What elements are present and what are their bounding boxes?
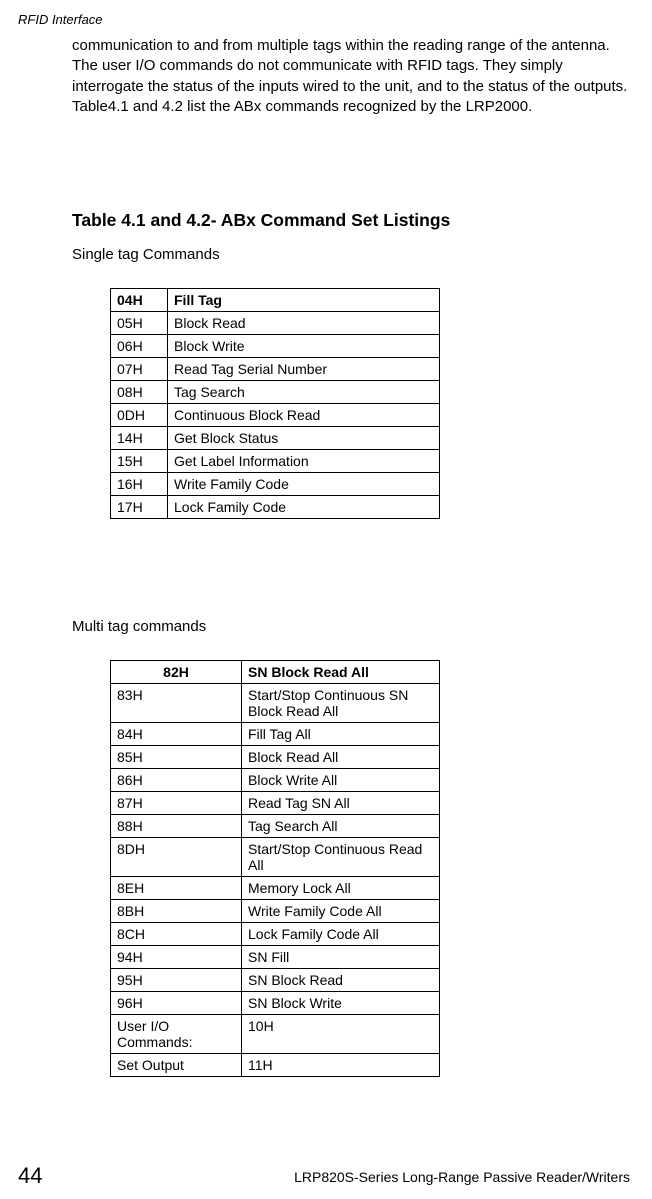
cell-desc: Start/Stop Continuous SN Block Read All: [242, 684, 440, 723]
section-heading: Table 4.1 and 4.2- ABx Command Set Listi…: [72, 210, 450, 231]
cell-code: 14H: [111, 427, 168, 450]
table-row: 88HTag Search All: [111, 815, 440, 838]
cell-desc: SN Fill: [242, 946, 440, 969]
cell-desc: Block Write: [168, 335, 440, 358]
cell-desc: SN Block Write: [242, 992, 440, 1015]
cell-desc: Lock Family Code All: [242, 923, 440, 946]
cell-code: 16H: [111, 473, 168, 496]
cell-code: 85H: [111, 746, 242, 769]
table-row: 87HRead Tag SN All: [111, 792, 440, 815]
cell-desc: Continuous Block Read: [168, 404, 440, 427]
footer-text: LRP820S-Series Long-Range Passive Reader…: [294, 1169, 630, 1185]
table-row: 8DHStart/Stop Continuous Read All: [111, 838, 440, 877]
cell-code: 06H: [111, 335, 168, 358]
cell-desc: SN Block Read: [242, 969, 440, 992]
cell-code: 86H: [111, 769, 242, 792]
cell-code: 07H: [111, 358, 168, 381]
table-row: 08HTag Search: [111, 381, 440, 404]
table-row: 94HSN Fill: [111, 946, 440, 969]
table-row: 8BHWrite Family Code All: [111, 900, 440, 923]
cell-desc: Get Label Information: [168, 450, 440, 473]
cell-code: 87H: [111, 792, 242, 815]
cell-code: 8EH: [111, 877, 242, 900]
cell-desc: 11H: [242, 1054, 440, 1077]
cell-code: 88H: [111, 815, 242, 838]
cell-desc: Block Read All: [242, 746, 440, 769]
cell-desc: Memory Lock All: [242, 877, 440, 900]
cell-desc: Block Read: [168, 312, 440, 335]
table2-head-desc: SN Block Read All: [242, 661, 440, 684]
cell-desc: Block Write All: [242, 769, 440, 792]
cell-code: 83H: [111, 684, 242, 723]
cell-desc: Read Tag SN All: [242, 792, 440, 815]
cell-code: 95H: [111, 969, 242, 992]
cell-desc: Get Block Status: [168, 427, 440, 450]
cell-desc: Fill Tag All: [242, 723, 440, 746]
table2-head-code: 82H: [111, 661, 242, 684]
table-multi-tag: 82H SN Block Read All 83HStart/Stop Cont…: [110, 660, 440, 1077]
cell-code: 94H: [111, 946, 242, 969]
cell-desc: Start/Stop Continuous Read All: [242, 838, 440, 877]
body-paragraph: communication to and from multiple tags …: [72, 36, 630, 117]
table-row: 07HRead Tag Serial Number: [111, 358, 440, 381]
table1-head-code: 04H: [111, 289, 168, 312]
table-row: 83HStart/Stop Continuous SN Block Read A…: [111, 684, 440, 723]
cell-desc: Write Family Code All: [242, 900, 440, 923]
table-row: 15HGet Label Information: [111, 450, 440, 473]
table-row: 14HGet Block Status: [111, 427, 440, 450]
cell-desc: 10H: [242, 1015, 440, 1054]
cell-code: 84H: [111, 723, 242, 746]
table-row: 05HBlock Read: [111, 312, 440, 335]
cell-desc: Tag Search All: [242, 815, 440, 838]
cell-code: 8BH: [111, 900, 242, 923]
cell-code: 8CH: [111, 923, 242, 946]
table1-head-desc: Fill Tag: [168, 289, 440, 312]
table-row: 0DHContinuous Block Read: [111, 404, 440, 427]
table-row: 04H Fill Tag: [111, 289, 440, 312]
table-row: Set Output11H: [111, 1054, 440, 1077]
cell-code: 96H: [111, 992, 242, 1015]
table-single-tag: 04H Fill Tag 05HBlock Read 06HBlock Writ…: [110, 288, 440, 519]
table-row: 84HFill Tag All: [111, 723, 440, 746]
table-row: 8EHMemory Lock All: [111, 877, 440, 900]
table-row: 8CHLock Family Code All: [111, 923, 440, 946]
cell-code: Set Output: [111, 1054, 242, 1077]
table-row: 82H SN Block Read All: [111, 661, 440, 684]
page-number: 44: [18, 1163, 42, 1189]
table-row: 96HSN Block Write: [111, 992, 440, 1015]
cell-code: 17H: [111, 496, 168, 519]
cell-desc: Write Family Code: [168, 473, 440, 496]
subtext-multi-tag: Multi tag commands: [72, 618, 206, 635]
cell-desc: Read Tag Serial Number: [168, 358, 440, 381]
page-header-section: RFID Interface: [18, 12, 103, 27]
table-row: 95HSN Block Read: [111, 969, 440, 992]
cell-code: User I/O Commands:: [111, 1015, 242, 1054]
table-row: 06HBlock Write: [111, 335, 440, 358]
cell-desc: Lock Family Code: [168, 496, 440, 519]
table-row: 17HLock Family Code: [111, 496, 440, 519]
cell-desc: Tag Search: [168, 381, 440, 404]
table-row: 86HBlock Write All: [111, 769, 440, 792]
subtext-single-tag: Single tag Commands: [72, 246, 220, 263]
cell-code: 8DH: [111, 838, 242, 877]
table-row: User I/O Commands:10H: [111, 1015, 440, 1054]
table-row: 16HWrite Family Code: [111, 473, 440, 496]
cell-code: 05H: [111, 312, 168, 335]
cell-code: 15H: [111, 450, 168, 473]
table-row: 85HBlock Read All: [111, 746, 440, 769]
cell-code: 0DH: [111, 404, 168, 427]
cell-code: 08H: [111, 381, 168, 404]
